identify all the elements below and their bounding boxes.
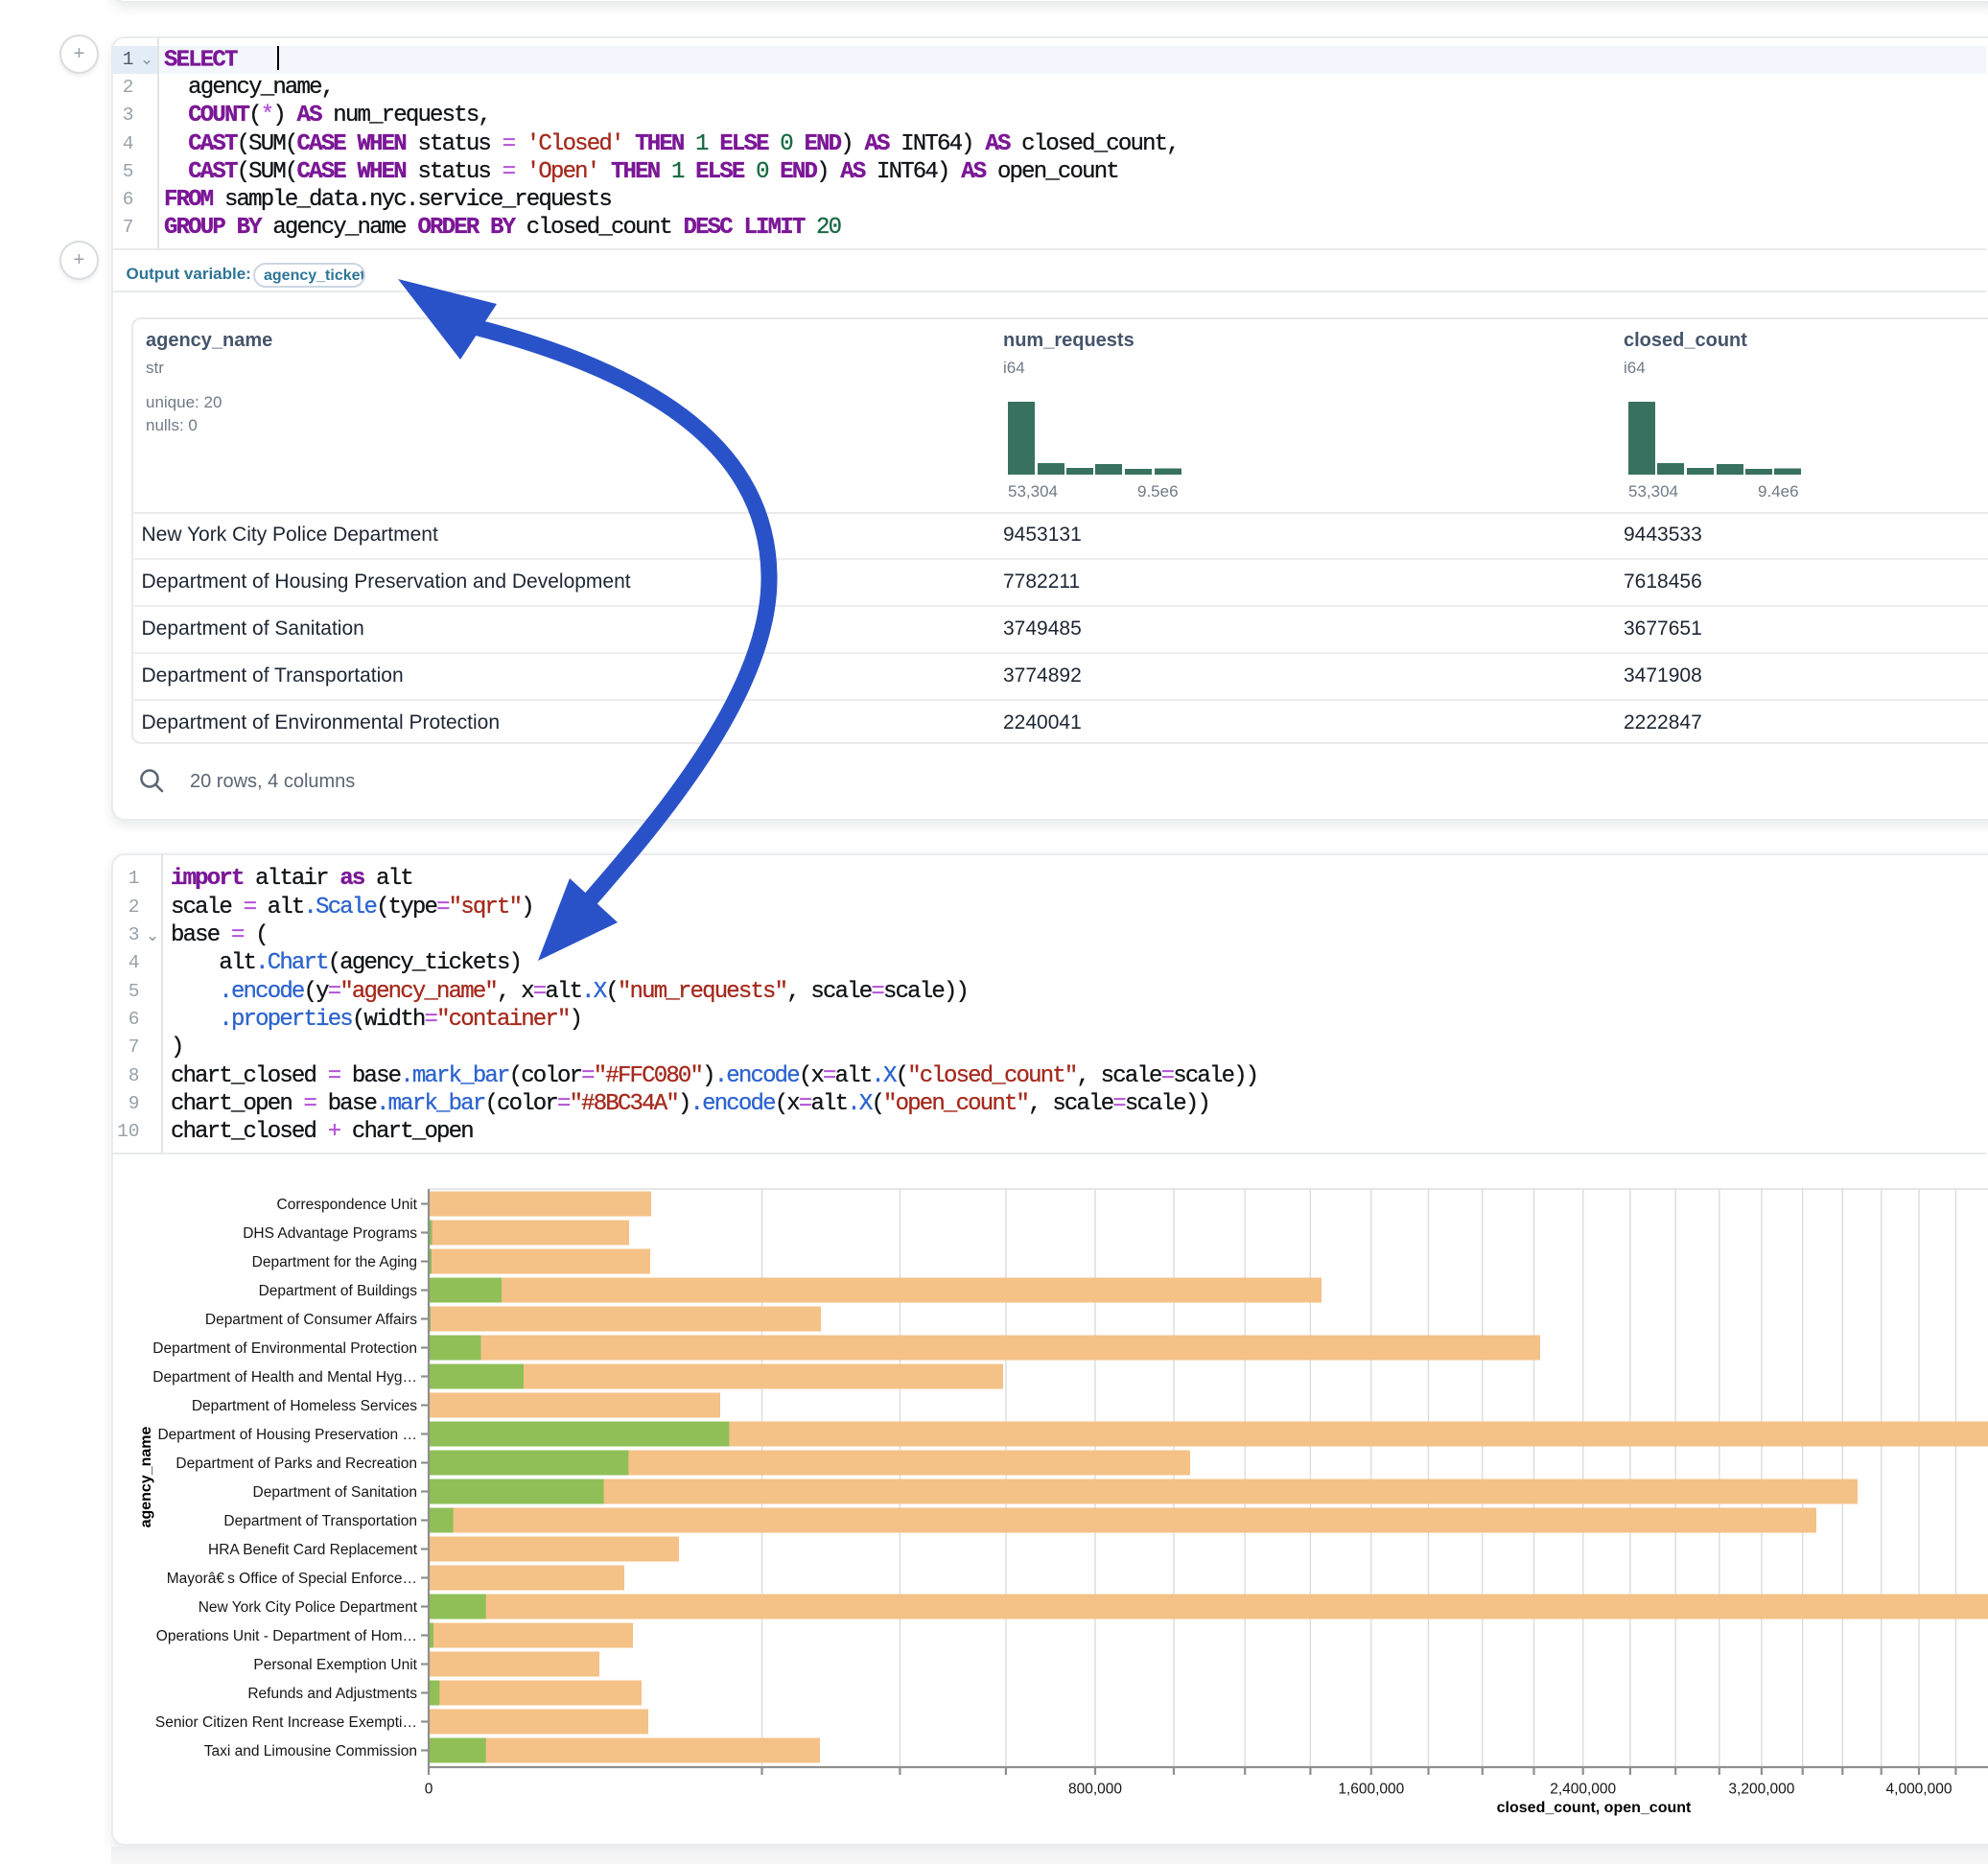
svg-text:Refunds and Adjustments: Refunds and Adjustments bbox=[247, 1686, 417, 1702]
svg-text:3,200,000: 3,200,000 bbox=[1728, 1782, 1794, 1798]
svg-text:Department of Environmental Pr: Department of Environmental Protection bbox=[152, 1340, 417, 1357]
svg-text:Mayorâ€ s Office of Special En: Mayorâ€ s Office of Special Enforce… bbox=[167, 1571, 417, 1587]
svg-text:Department of Buildings: Department of Buildings bbox=[259, 1283, 418, 1299]
svg-text:Department for the Aging: Department for the Aging bbox=[252, 1254, 417, 1270]
svg-text:800,000: 800,000 bbox=[1068, 1782, 1122, 1798]
svg-text:agency_name: agency_name bbox=[138, 1426, 154, 1527]
svg-text:Department of Sanitation: Department of Sanitation bbox=[253, 1484, 417, 1501]
svg-text:4,000,000: 4,000,000 bbox=[1886, 1782, 1953, 1798]
svg-text:2,400,000: 2,400,000 bbox=[1550, 1782, 1616, 1798]
svg-text:Department of Homeless Service: Department of Homeless Services bbox=[192, 1398, 417, 1414]
svg-text:Taxi and Limousine Commission: Taxi and Limousine Commission bbox=[204, 1743, 417, 1759]
svg-text:Department of Parks and Recrea: Department of Parks and Recreation bbox=[175, 1456, 417, 1472]
svg-text:New York City Police Departmen: New York City Police Department bbox=[199, 1599, 418, 1616]
svg-text:DHS Advantage Programs: DHS Advantage Programs bbox=[243, 1225, 417, 1242]
svg-text:Department of Health and Menta: Department of Health and Mental Hyg… bbox=[152, 1369, 417, 1386]
svg-text:Operations Unit - Department o: Operations Unit - Department of Hom… bbox=[156, 1628, 417, 1644]
svg-text:HRA Benefit Card Replacement: HRA Benefit Card Replacement bbox=[208, 1542, 418, 1558]
svg-text:Personal Exemption Unit: Personal Exemption Unit bbox=[253, 1657, 417, 1673]
svg-text:Department of Transportation: Department of Transportation bbox=[223, 1513, 417, 1529]
svg-text:Correspondence Unit: Correspondence Unit bbox=[277, 1197, 418, 1213]
svg-text:1,600,000: 1,600,000 bbox=[1338, 1782, 1404, 1798]
svg-text:0: 0 bbox=[425, 1782, 433, 1798]
svg-text:Senior Citizen Rent Increase E: Senior Citizen Rent Increase Exempti… bbox=[155, 1714, 417, 1731]
svg-text:closed_count, open_count: closed_count, open_count bbox=[1497, 1800, 1692, 1816]
svg-text:Department of Consumer Affairs: Department of Consumer Affairs bbox=[205, 1312, 417, 1328]
svg-text:Department of Housing Preserva: Department of Housing Preservation … bbox=[157, 1427, 417, 1443]
